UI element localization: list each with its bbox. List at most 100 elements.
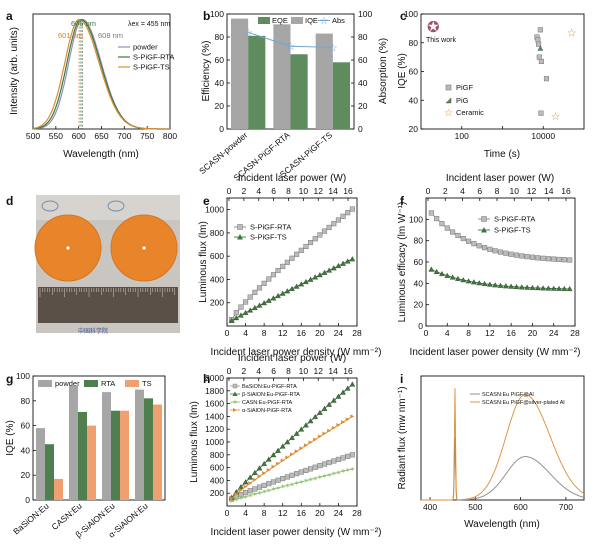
data-point: [317, 434, 322, 439]
data-point: [312, 274, 319, 280]
y-tick-label: 2000: [205, 373, 224, 383]
x-tick-label: 4: [243, 328, 248, 338]
data-point: [298, 247, 304, 253]
x-tick-label: 20: [315, 328, 325, 338]
data-point: [545, 256, 551, 262]
data-point: [289, 434, 295, 440]
data-point: [335, 217, 341, 223]
x-tick-label: 24: [549, 328, 559, 338]
data-point: ✶: [261, 488, 267, 496]
y-tick-label: 40: [414, 278, 424, 288]
legend-triangle-icon: [237, 234, 243, 240]
data-point: [492, 248, 498, 254]
data-point: ✶: [335, 469, 341, 477]
panel-c: c 100 10000 20 40 60 80 100 ✪ ☆ ☆ This work PiGF…: [397, 9, 585, 160]
data-point: [345, 417, 350, 422]
data-point: [434, 216, 440, 222]
legend-rta: S-PiGF-RTA: [494, 215, 535, 224]
y-tick-label: 800: [210, 450, 224, 460]
data-point: [331, 425, 336, 430]
y-tick-label: 0: [418, 321, 423, 331]
x-tick-label: 10000: [531, 131, 555, 141]
legend-ts: S-PiGF-TS: [494, 226, 531, 235]
y-tick-label: 800: [210, 228, 224, 238]
panel-f-label: f: [400, 194, 405, 208]
x-tick-label: 16: [297, 508, 307, 518]
data-point: [556, 256, 562, 262]
data-point: [270, 295, 277, 301]
data-point: [285, 455, 290, 460]
data-point: ✶: [294, 480, 300, 488]
panel-c-legend: PiGF PiG ☆ Ceramic: [444, 83, 484, 119]
data-point: [567, 257, 573, 263]
data-point: ✶: [331, 470, 337, 478]
data-point: [335, 262, 342, 269]
x-tick-label: 16: [343, 186, 353, 196]
data-point: [345, 210, 351, 216]
x-tick-label: 12: [527, 186, 537, 196]
data-point: [455, 232, 461, 239]
panel-c-xlabel: Time (s): [484, 149, 520, 160]
data-point: [303, 443, 308, 448]
x-tick-label: 0: [227, 186, 232, 196]
data-point: [345, 453, 351, 459]
y-tick-label: 1000: [205, 205, 224, 215]
panel-h-ylabel: Luminous flux (lm): [189, 401, 200, 483]
data-point: [252, 477, 257, 482]
legend-star-icon: ✶: [232, 399, 238, 407]
x-tick-label: 4: [445, 328, 450, 338]
data-point: [243, 484, 248, 489]
data-point: [261, 460, 268, 466]
x-tick-label: 700: [117, 131, 131, 141]
x-tick-label: 2: [242, 186, 247, 196]
data-point: [349, 256, 356, 262]
pig-point: [537, 45, 544, 51]
data-point: [336, 422, 341, 427]
panel-i-ylabel: Radiant flux (mw nm⁻¹): [397, 386, 408, 489]
data-point: [279, 443, 286, 449]
x-tick-label: 8: [262, 508, 267, 518]
x-tick-label: 4: [256, 366, 261, 376]
pigf-point: [536, 41, 542, 47]
data-point: [331, 221, 337, 227]
panel-f-legend: S-PiGF-RTA S-PiGF-TS: [478, 215, 535, 235]
legend-star-icon: ☆: [444, 108, 453, 119]
peak-label-608: 608 nm: [98, 31, 123, 40]
legend-basion: BaSiON:Eu-PiGF-RTA: [242, 384, 297, 390]
y-tick-label: 600: [210, 251, 224, 261]
data-point: [449, 274, 456, 280]
x-tick-label: 16: [561, 186, 571, 196]
data-point: ✶: [289, 481, 295, 489]
y-tick-label: 0: [358, 124, 363, 134]
data-point: [293, 430, 300, 436]
data-point: [284, 439, 291, 445]
data-point: [471, 279, 477, 285]
y-tick-label: 0: [219, 124, 224, 134]
data-point: [317, 463, 323, 469]
disk-center-dot: [66, 246, 70, 250]
data-point: [327, 428, 332, 433]
this-work-star-icon: ✪: [427, 19, 440, 36]
data-point: [321, 269, 328, 275]
bar-iqe: [315, 33, 333, 129]
data-point: [519, 253, 525, 259]
data-point: [303, 422, 309, 428]
data-point: [540, 255, 546, 261]
data-point: [298, 469, 304, 475]
panel-f: f 0 4 8 12 16 20 24 280 2 4 6 8 10 12 14 16020406080100…: [397, 173, 580, 358]
bar-iqe: [231, 18, 249, 130]
logo-mark-icon: [107, 200, 125, 212]
data-point: [487, 246, 493, 252]
x-tick-label: 0: [424, 328, 429, 338]
peak-label-605: 605 nm: [71, 19, 96, 28]
data-point: ✶: [298, 478, 304, 486]
x-tick-label: 20: [315, 508, 325, 518]
data-point: ✶: [317, 474, 323, 482]
x-tick-label: 0: [227, 366, 232, 376]
legend-rta: S-PiGF-RTA: [250, 223, 291, 232]
y-tick-label: 1200: [205, 424, 224, 434]
data-point: [335, 456, 341, 462]
data-point: [428, 266, 435, 272]
x-tick-label: 12: [314, 366, 324, 376]
data-point: [238, 304, 244, 310]
